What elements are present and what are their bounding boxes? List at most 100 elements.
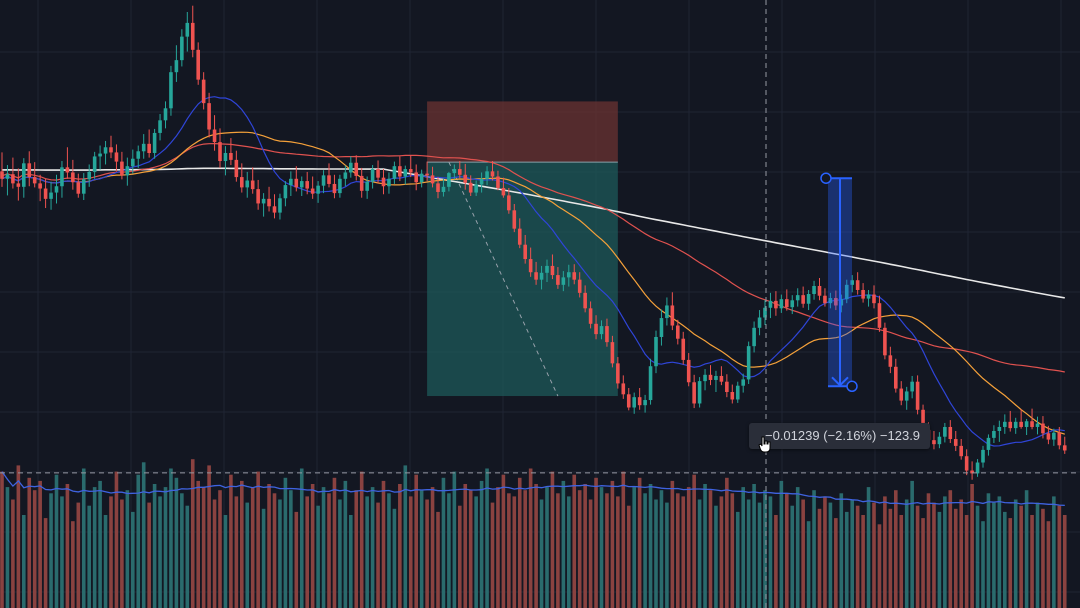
volume-bar	[32, 490, 37, 608]
candle-body	[419, 173, 424, 183]
candle	[392, 161, 397, 184]
candle-body	[610, 342, 615, 364]
candle	[708, 365, 713, 386]
candle-body	[910, 381, 914, 392]
volume-bar	[594, 477, 598, 608]
volume-bar	[419, 490, 424, 608]
candle-body	[22, 163, 26, 187]
candle-body	[436, 183, 440, 192]
candle	[365, 176, 369, 199]
candle-body	[970, 470, 974, 474]
volume-bar	[850, 499, 854, 608]
candle-body	[725, 381, 729, 393]
volume-bar	[1008, 518, 1013, 608]
candle-body	[92, 156, 97, 172]
price-range-measure-tool[interactable]	[820, 172, 858, 393]
volume-bar	[381, 480, 386, 608]
candle	[621, 375, 626, 399]
candle-body	[223, 153, 228, 162]
volume-bar	[299, 468, 304, 608]
volume-bar	[354, 490, 359, 608]
candle-body	[196, 49, 200, 80]
candle	[676, 319, 680, 345]
volume-bar	[986, 493, 991, 608]
candle-body	[245, 180, 250, 188]
candle	[381, 169, 386, 195]
candle-body	[158, 120, 162, 133]
candle-body	[795, 295, 800, 301]
candle	[408, 155, 413, 178]
volume-bar	[1035, 502, 1040, 608]
candle-body	[1024, 421, 1029, 427]
candle	[261, 193, 266, 217]
volume-bar	[120, 499, 124, 608]
candle	[599, 320, 604, 340]
candle-body	[512, 210, 517, 229]
candle-body	[997, 426, 1002, 431]
candle-body	[430, 175, 435, 184]
volume-bar	[468, 490, 473, 608]
volume-bar	[714, 505, 718, 608]
volume-bar	[970, 484, 974, 608]
candle	[16, 168, 21, 201]
candle	[937, 432, 942, 449]
volume-bar	[398, 484, 402, 608]
candle	[785, 289, 789, 311]
candle-body	[1019, 421, 1023, 427]
candle-body	[1030, 421, 1034, 427]
candle	[468, 175, 473, 196]
volume-bar	[283, 477, 288, 608]
candle	[817, 277, 822, 301]
volume-bar	[430, 487, 435, 608]
candle	[403, 165, 408, 185]
volume-bar	[376, 502, 380, 608]
candle	[714, 370, 718, 393]
short-position-tool[interactable]	[427, 101, 618, 397]
candle-body	[812, 285, 816, 294]
candle	[648, 358, 653, 405]
candle-body	[556, 275, 560, 285]
candle-body	[11, 174, 15, 184]
volume-bar	[65, 484, 70, 608]
volume-bar	[545, 487, 549, 608]
candle	[877, 295, 882, 332]
candle-body	[458, 169, 462, 175]
candle-body	[834, 298, 838, 306]
candle-body	[806, 294, 811, 304]
candle-body	[932, 440, 936, 445]
candle	[120, 151, 124, 180]
candle	[27, 151, 32, 187]
candle	[539, 265, 544, 290]
candle	[577, 272, 582, 298]
volume-bar	[261, 508, 266, 608]
candle	[152, 128, 157, 159]
candle-body	[861, 289, 865, 299]
candle	[294, 166, 299, 192]
candle	[158, 114, 162, 141]
candle-body	[43, 188, 48, 199]
candle	[250, 167, 255, 194]
volume-bar	[703, 484, 707, 608]
volume-bar	[256, 471, 260, 608]
volume-bar	[523, 490, 527, 608]
candle	[894, 358, 898, 393]
candle-body	[305, 181, 309, 189]
measure-readout-label: −0.01239 (−2.16%) −123.9	[749, 423, 931, 449]
volume-bar	[392, 508, 397, 608]
volume-bar	[621, 471, 626, 608]
candle	[1003, 414, 1007, 434]
moving-average-lines	[1, 96, 1065, 447]
candle	[643, 394, 647, 413]
candle-body	[81, 179, 86, 194]
candle-body	[953, 439, 958, 446]
candle	[332, 174, 337, 199]
candle	[496, 170, 500, 191]
volume-bar	[131, 511, 135, 608]
volume-bar	[98, 480, 102, 608]
candle	[109, 135, 113, 159]
volume-bar	[1003, 511, 1007, 608]
volume-bar	[316, 505, 320, 608]
volume-bar	[948, 490, 953, 608]
